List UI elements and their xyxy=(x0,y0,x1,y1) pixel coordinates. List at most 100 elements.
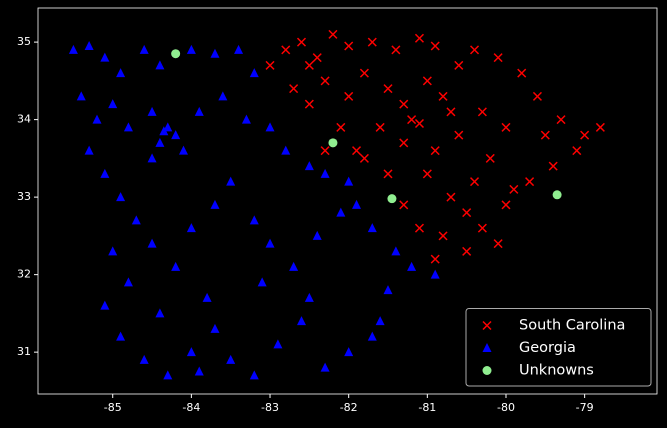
x-stroke xyxy=(430,254,440,264)
point xyxy=(383,169,393,179)
legend-box xyxy=(465,308,652,387)
x-stroke xyxy=(509,184,519,194)
point xyxy=(92,114,102,124)
point xyxy=(446,192,456,202)
point xyxy=(304,99,314,109)
point xyxy=(477,223,487,233)
point xyxy=(438,91,448,101)
x-stroke xyxy=(312,53,322,63)
x-stroke xyxy=(485,153,495,163)
point xyxy=(328,29,338,39)
y-tick-label: 35 xyxy=(17,35,31,48)
point xyxy=(344,91,354,101)
x-stroke xyxy=(482,320,492,331)
point xyxy=(131,215,141,225)
point xyxy=(249,370,259,380)
x-stroke xyxy=(501,200,511,210)
point xyxy=(296,37,307,47)
point xyxy=(469,45,480,55)
point xyxy=(116,331,126,341)
point xyxy=(289,261,299,271)
x-stroke xyxy=(446,107,456,117)
point xyxy=(186,347,196,357)
point xyxy=(414,118,424,129)
point xyxy=(116,192,126,202)
point xyxy=(296,316,306,326)
point xyxy=(100,168,110,178)
x-stroke xyxy=(595,122,605,132)
point xyxy=(163,122,173,132)
point xyxy=(179,145,189,155)
point xyxy=(210,48,220,58)
x-tick-label: -79 xyxy=(576,401,594,414)
x-stroke xyxy=(281,45,291,55)
point xyxy=(155,308,165,318)
point xyxy=(108,99,118,109)
legend-marker xyxy=(482,343,492,352)
point xyxy=(391,45,401,55)
x-stroke xyxy=(477,107,487,117)
point xyxy=(273,339,283,349)
point xyxy=(359,153,369,163)
point xyxy=(202,292,212,302)
x-stroke xyxy=(501,122,511,132)
point xyxy=(414,33,424,43)
x-stroke xyxy=(414,118,424,129)
point xyxy=(446,107,456,117)
point xyxy=(226,176,236,186)
point xyxy=(344,176,354,186)
point xyxy=(572,146,582,156)
point xyxy=(454,130,464,140)
point xyxy=(336,207,346,217)
point xyxy=(147,153,157,163)
point xyxy=(312,230,322,240)
point xyxy=(375,316,385,326)
x-stroke xyxy=(328,29,338,39)
x-stroke xyxy=(304,60,314,70)
x-stroke xyxy=(383,84,393,94)
point xyxy=(422,76,432,86)
point xyxy=(422,169,432,179)
point xyxy=(469,177,480,187)
point xyxy=(359,68,369,78)
point xyxy=(430,269,440,279)
point xyxy=(532,91,542,101)
point xyxy=(68,44,78,54)
x-tick-label: -82 xyxy=(340,401,358,414)
x-tick-label: -80 xyxy=(497,401,515,414)
point xyxy=(241,114,251,124)
x-stroke xyxy=(359,153,369,163)
point xyxy=(171,261,181,271)
x-stroke xyxy=(344,41,354,51)
point xyxy=(108,246,118,256)
point xyxy=(210,199,220,209)
x-stroke xyxy=(469,177,480,187)
point xyxy=(485,153,495,163)
x-stroke xyxy=(352,146,362,156)
point xyxy=(501,200,511,210)
legend-marker xyxy=(482,320,492,331)
point xyxy=(387,194,397,204)
x-stroke xyxy=(525,177,535,187)
point xyxy=(399,99,409,109)
point xyxy=(226,354,236,364)
point xyxy=(414,223,424,233)
x-stroke xyxy=(265,60,275,70)
x-stroke xyxy=(414,223,424,233)
point xyxy=(304,60,314,70)
x-stroke xyxy=(446,192,456,202)
point xyxy=(194,366,204,376)
x-stroke xyxy=(430,146,440,156)
x-stroke xyxy=(359,68,369,78)
point xyxy=(462,246,472,256)
point xyxy=(391,246,401,256)
y-tick-label: 32 xyxy=(17,268,31,281)
y-tick-label: 34 xyxy=(17,113,31,126)
x-tick-label: -83 xyxy=(261,401,279,414)
point xyxy=(304,161,314,171)
x-stroke xyxy=(422,76,432,86)
point xyxy=(123,122,133,132)
x-stroke xyxy=(344,91,354,101)
point xyxy=(84,40,94,50)
point xyxy=(352,199,362,209)
